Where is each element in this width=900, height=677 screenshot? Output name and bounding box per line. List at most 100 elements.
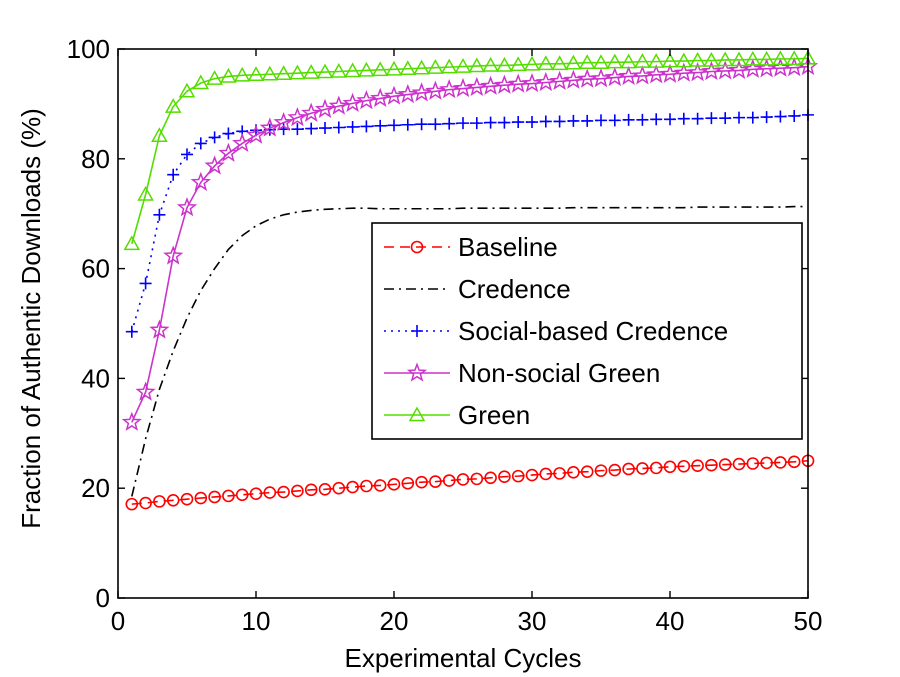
data-point — [440, 58, 458, 74]
data-point — [411, 82, 432, 102]
data-point — [594, 464, 608, 477]
y-axis-title: Fraction of Authentic Downloads (%) — [16, 108, 46, 529]
y-tick-label: 20 — [81, 473, 110, 503]
data-point — [425, 80, 446, 100]
series-line — [131, 57, 809, 245]
y-tick-label: 40 — [81, 363, 110, 393]
data-point — [318, 482, 332, 496]
legend-item: Non-social Green — [384, 358, 660, 388]
data-point — [482, 56, 499, 72]
data-point — [139, 277, 152, 290]
data-point — [208, 131, 221, 144]
legend-item: Social-based Credence — [384, 316, 728, 346]
legend-label: Social-based Credence — [458, 316, 728, 346]
data-point — [429, 475, 442, 488]
data-point — [319, 122, 331, 135]
data-point — [222, 489, 235, 503]
data-point — [577, 68, 598, 88]
legend-label: Non-social Green — [458, 358, 660, 388]
data-point — [332, 121, 345, 134]
data-point — [677, 459, 691, 473]
data-point — [125, 325, 138, 338]
data-point — [452, 77, 474, 98]
data-point — [484, 471, 497, 485]
data-point — [537, 55, 555, 71]
series-baseline — [125, 454, 815, 511]
series-line — [131, 459, 809, 505]
data-point — [535, 71, 556, 92]
data-point — [304, 483, 318, 497]
data-point — [415, 118, 428, 131]
data-point — [498, 116, 511, 129]
data-point — [249, 487, 263, 500]
data-point — [358, 61, 375, 77]
data-point — [539, 115, 552, 128]
data-point — [149, 319, 170, 339]
series-line — [131, 205, 808, 497]
plot-area — [121, 49, 819, 511]
data-point — [370, 87, 391, 108]
data-point — [661, 52, 679, 68]
data-point — [498, 470, 511, 483]
data-point — [539, 467, 553, 481]
data-point — [385, 60, 403, 76]
data-point — [401, 476, 415, 490]
data-point — [508, 73, 529, 93]
data-point — [521, 72, 543, 93]
data-point — [247, 66, 265, 82]
data-point — [703, 51, 720, 67]
data-point — [636, 113, 649, 126]
data-point — [677, 112, 690, 125]
data-point — [526, 116, 538, 129]
data-point — [360, 479, 373, 493]
data-point — [235, 488, 249, 502]
data-point — [563, 69, 584, 89]
data-point — [194, 491, 208, 505]
legend-item: Baseline — [384, 232, 558, 262]
data-point — [443, 117, 456, 130]
x-tick-label: 0 — [111, 606, 125, 636]
data-point — [356, 89, 377, 110]
data-point — [314, 98, 336, 118]
series-non-social-green — [121, 55, 819, 431]
data-point — [578, 54, 596, 69]
data-point — [772, 50, 789, 66]
data-point — [470, 117, 483, 130]
legend-swatch-marker — [411, 325, 423, 337]
data-point — [259, 117, 280, 137]
data-point — [691, 459, 704, 472]
data-point — [480, 75, 501, 95]
data-point — [466, 76, 487, 97]
data-point — [733, 111, 745, 124]
data-point — [454, 58, 472, 73]
data-point — [291, 484, 304, 498]
data-point — [567, 465, 580, 479]
axes: 0 10 20 30 40 50 0 20 40 60 80 100 — [67, 34, 823, 636]
data-point — [220, 67, 237, 83]
data-point — [344, 62, 361, 78]
data-point — [387, 478, 401, 491]
data-point — [330, 62, 348, 78]
data-point — [788, 109, 801, 122]
data-point — [646, 64, 667, 84]
data-point — [650, 113, 663, 126]
data-point — [549, 70, 570, 90]
data-point — [649, 461, 663, 475]
data-point — [181, 148, 193, 161]
data-point — [496, 56, 513, 72]
data-point — [457, 117, 469, 130]
legend-swatch-marker — [408, 406, 426, 422]
series-line — [131, 65, 809, 423]
data-point — [511, 469, 525, 483]
data-point — [374, 119, 387, 132]
data-point — [718, 458, 732, 471]
data-point — [139, 496, 152, 510]
data-point — [595, 114, 607, 127]
data-point — [787, 455, 801, 469]
data-point — [135, 381, 156, 401]
data-point — [659, 63, 681, 83]
x-tick-label: 50 — [794, 606, 823, 636]
data-point — [302, 64, 320, 79]
data-point — [567, 114, 580, 127]
data-point — [746, 111, 759, 124]
